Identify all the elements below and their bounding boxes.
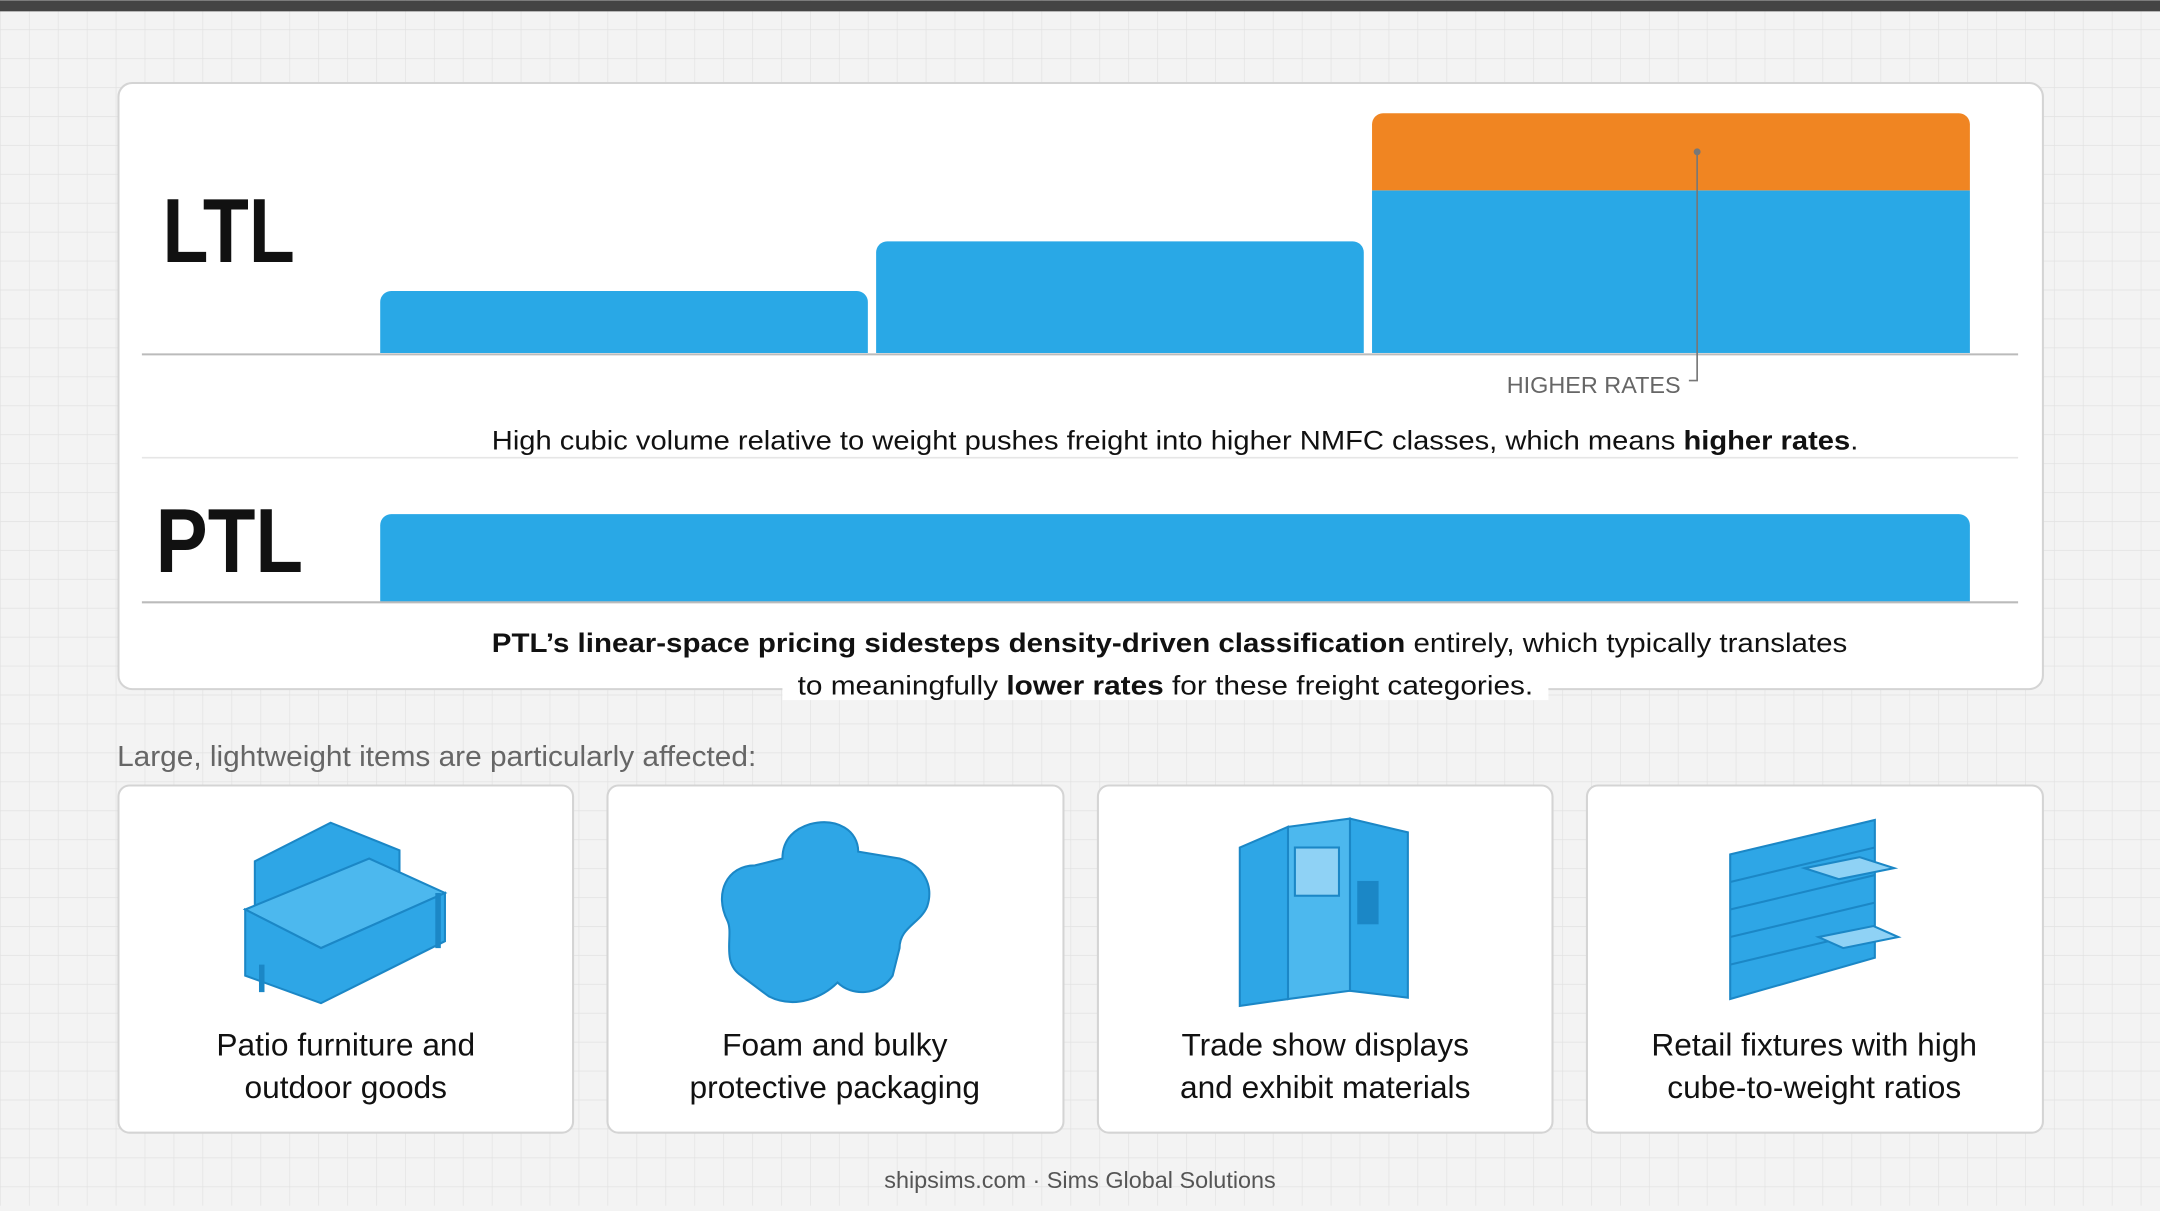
caption-emphasis: higher rates xyxy=(1683,425,1850,455)
item-label: Retail fixtures with high xyxy=(1651,1027,1977,1063)
item-label: Patio furniture and xyxy=(216,1027,475,1063)
ltl-surcharge xyxy=(1372,113,1970,191)
sofa-icon xyxy=(242,821,448,1005)
item-label: Trade show displays xyxy=(1181,1027,1469,1063)
ltl-caption: High cubic volume relative to weight pus… xyxy=(492,425,1859,455)
section-heading: Large, lightweight items are particularl… xyxy=(117,741,756,773)
item-labels: Patio furniture and outdoor goods Foam a… xyxy=(216,1027,1977,1106)
caption-emphasis: PTL’s linear-space pricing sidesteps den… xyxy=(492,628,1405,658)
callout-line xyxy=(1688,151,1698,382)
caption-text: High cubic volume relative to weight pus… xyxy=(492,425,1684,455)
caption-text: to meaningfully xyxy=(798,671,1007,701)
caption-text: entirely, which typically translates xyxy=(1405,628,1847,658)
callout-label: HIGHER RATES xyxy=(1507,372,1681,398)
ltl-bar xyxy=(876,241,1364,353)
item-label: cube-to-weight ratios xyxy=(1667,1069,1961,1105)
caption-emphasis: lower rates xyxy=(1006,671,1163,701)
foam-icon xyxy=(720,821,931,1004)
display-icon xyxy=(1238,817,1409,1008)
item-label: outdoor goods xyxy=(245,1069,448,1105)
caption-backdrop xyxy=(782,669,1549,701)
callout-dot xyxy=(1693,148,1701,156)
item-label: protective packaging xyxy=(690,1069,981,1105)
top-bar xyxy=(0,0,2160,12)
ltl-bar xyxy=(1372,190,1970,353)
item-label: Foam and bulky xyxy=(722,1027,948,1063)
ptl-label: PTL xyxy=(156,491,303,592)
ptl-caption: PTL’s linear-space pricing sidesteps den… xyxy=(492,628,1848,658)
ltl-label: LTL xyxy=(163,181,295,282)
ptl-bar xyxy=(380,514,1970,603)
caption-text: . xyxy=(1850,425,1858,455)
ptl-caption: to meaningfully lower rates for these fr… xyxy=(798,671,1534,701)
ltl-bar xyxy=(380,290,868,353)
caption-text: for these freight categories. xyxy=(1164,671,1533,701)
footer: shipsims.com · Sims Global Solutions xyxy=(884,1167,1276,1193)
item-label: and exhibit materials xyxy=(1180,1069,1470,1105)
fixture-icon xyxy=(1729,818,1902,1001)
